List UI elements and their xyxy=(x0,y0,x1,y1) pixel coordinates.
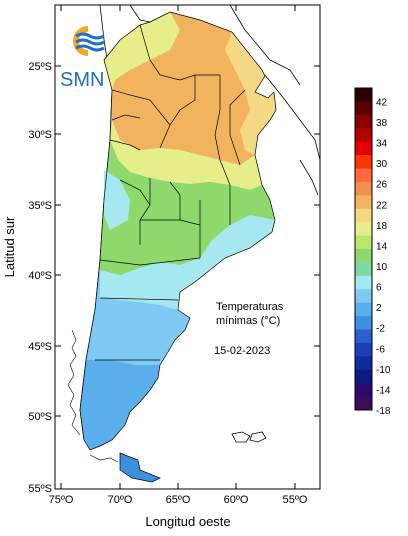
temperature-color-legend: 42 38 34 30 26 22 18 14 10 6 2 -2 -6 -10 -14 -18 xyxy=(354,87,391,417)
region-nw-yellow xyxy=(104,12,180,90)
legend-label: -2 xyxy=(376,324,385,335)
legend-color-swatch xyxy=(355,316,372,330)
legend-label: -14 xyxy=(376,385,391,396)
legend-label: 18 xyxy=(376,221,388,232)
legend-color-swatch xyxy=(355,88,372,102)
legend-color-swatch xyxy=(355,249,372,263)
legend-frame xyxy=(354,87,373,411)
legend-color-swatch xyxy=(355,342,372,357)
y-tick-label: 25ºS xyxy=(28,61,52,73)
legend-color-swatch xyxy=(355,208,372,223)
x-tick-label: 60ºO xyxy=(224,494,249,506)
legend-label: 38 xyxy=(376,118,388,129)
x-tick-label: 75ºO xyxy=(49,494,74,506)
legend-color-swatch xyxy=(355,302,372,317)
annotation-line2: mínimas (°C) xyxy=(216,315,280,327)
legend-color-swatch xyxy=(355,289,372,303)
region-bsas-coast xyxy=(200,215,275,270)
legend-color-swatch xyxy=(355,128,372,142)
legend-color-swatch xyxy=(355,396,372,411)
legend-color-swatch xyxy=(355,141,372,156)
legend-color-swatch xyxy=(355,222,372,236)
legend-color-swatch xyxy=(355,262,372,277)
y-tick-label: 35ºS xyxy=(28,200,52,212)
legend-label: 30 xyxy=(376,159,388,170)
legend-label: -18 xyxy=(376,406,391,417)
legend-color-swatch xyxy=(355,356,372,371)
region-center-yellow xyxy=(110,120,262,190)
x-tick-labels: 75ºO 70ºO 65ºO 60ºO 55ºO xyxy=(49,494,308,506)
legend-label: -10 xyxy=(376,365,391,376)
region-mountain-cold xyxy=(104,170,130,230)
graticule xyxy=(55,5,320,489)
y-tick-label: 30ºS xyxy=(28,129,52,141)
x-axis-title: Longitud oeste xyxy=(145,514,230,529)
x-tick-label: 70ºO xyxy=(108,494,133,506)
legend-color-swatch xyxy=(355,101,372,116)
legend-color-swatch xyxy=(355,195,372,210)
legend-label: 6 xyxy=(376,283,382,294)
legend-color-swatch xyxy=(355,383,372,397)
legend-label: 2 xyxy=(376,303,382,314)
x-tick-label: 65ºO xyxy=(166,494,191,506)
legend-color-swatch xyxy=(355,329,372,344)
region-pampas-green xyxy=(100,140,275,275)
province-borders xyxy=(79,11,277,483)
annotation-line1: Temperaturas xyxy=(216,301,284,313)
y-tick-label: 50ºS xyxy=(28,411,52,423)
legend-color-swatch xyxy=(355,114,372,129)
legend-label: 34 xyxy=(376,139,388,150)
legend-label: 42 xyxy=(376,97,388,108)
smn-logo-text: SMN xyxy=(60,69,104,91)
legend-label: 14 xyxy=(376,241,388,252)
y-tick-label: 40ºS xyxy=(28,270,52,282)
region-tierra-del-fuego xyxy=(120,453,160,482)
y-tick-labels: 25ºS 30ºS 35ºS 40ºS 45ºS 50ºS 55ºS xyxy=(28,61,52,495)
y-axis-title: Latitud sur xyxy=(2,216,17,277)
smn-logo: SMN xyxy=(60,26,105,91)
legend-color-swatch xyxy=(355,369,372,384)
legend-label: 10 xyxy=(376,262,388,273)
region-ne-pale xyxy=(225,32,276,155)
legend-label: 26 xyxy=(376,180,388,191)
y-tick-label: 55ºS xyxy=(28,483,52,495)
legend-label: 22 xyxy=(376,200,388,211)
chile-coast-islands xyxy=(67,329,119,463)
legend-label: -6 xyxy=(376,344,385,355)
region-patagonia-south xyxy=(80,360,160,450)
region-patagonia-north xyxy=(100,258,210,310)
y-tick-label: 45ºS xyxy=(28,341,52,353)
legend-color-swatch xyxy=(355,235,372,250)
annotation-date: 15-02-2023 xyxy=(214,345,270,357)
legend-color-swatch xyxy=(355,155,372,169)
legend-color-swatch xyxy=(355,181,372,196)
map-annotation: Temperaturas mínimas (°C) 15-02-2023 xyxy=(214,301,284,357)
falkland-islands xyxy=(231,431,267,443)
x-tick-label: 55ºO xyxy=(283,494,308,506)
legend-color-swatch xyxy=(355,168,372,183)
legend-color-swatch xyxy=(355,275,372,290)
smn-logo-waves-icon xyxy=(75,32,105,52)
